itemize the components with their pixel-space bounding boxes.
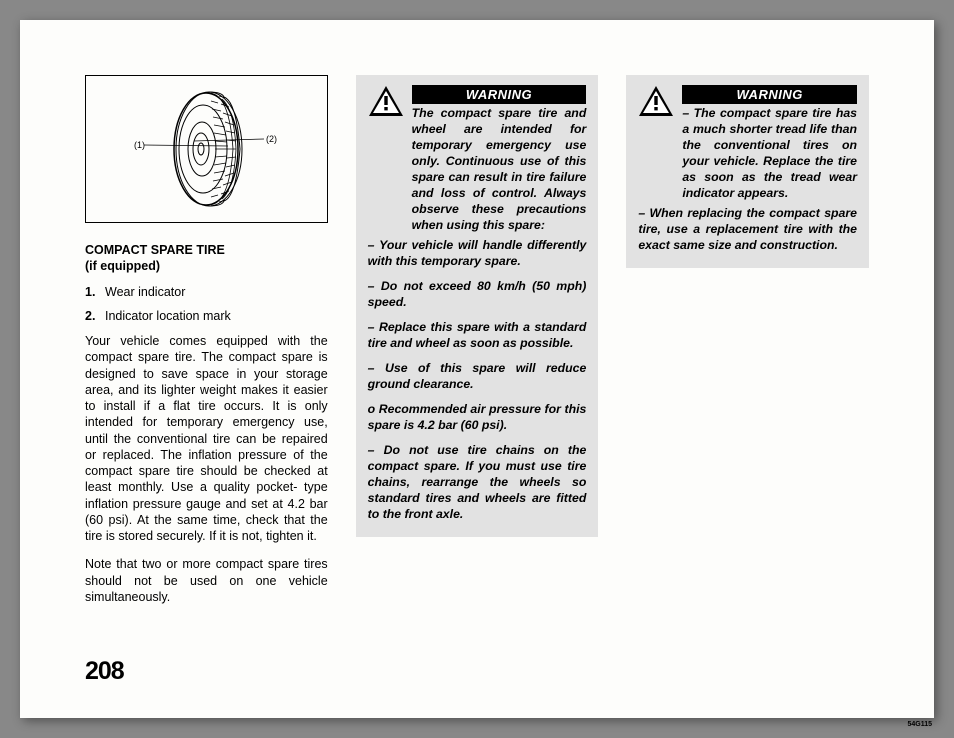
section-heading: COMPACT SPARE TIRE xyxy=(85,243,328,257)
list-number: 2. xyxy=(85,309,105,323)
warning-header: WARNING – The compact spare tire has a m… xyxy=(638,85,857,202)
callout-1: (1) xyxy=(134,140,145,150)
warning-bullet: – Replace this spare with a standard tir… xyxy=(368,320,587,352)
warning-body: – Your vehicle will handle differently w… xyxy=(368,238,587,523)
warning-bullet: – Do not use tire chains on the compact … xyxy=(368,443,587,523)
list-item-1: 1. Wear indicator xyxy=(85,285,328,299)
tire-figure: (1) (2) xyxy=(85,75,328,223)
tire-illustration: (1) (2) xyxy=(101,85,311,213)
warning-box-1: WARNING The compact spare tire and wheel… xyxy=(356,75,599,537)
warning-triangle-icon xyxy=(368,85,404,117)
page-number: 208 xyxy=(85,657,124,686)
column-3: WARNING – The compact spare tire has a m… xyxy=(626,75,869,645)
warning-bullet: – Your vehicle will handle differently w… xyxy=(368,238,587,270)
warning-triangle-icon xyxy=(638,85,674,117)
warning-para: – The compact spare tire has a much shor… xyxy=(682,106,857,202)
warning-box-2: WARNING – The compact spare tire has a m… xyxy=(626,75,869,268)
figure-code: 54G115 xyxy=(907,721,932,728)
body-paragraph-1: Your vehicle comes equipped with the com… xyxy=(85,333,328,544)
warning-title: WARNING xyxy=(682,85,857,104)
warning-header: WARNING The compact spare tire and wheel… xyxy=(368,85,587,234)
list-text: Wear indicator xyxy=(105,285,185,299)
column-1: (1) (2) 54G115 COMPACT SPARE TIRE (if eq… xyxy=(85,75,328,645)
column-layout: (1) (2) 54G115 COMPACT SPARE TIRE (if eq… xyxy=(85,75,869,645)
section-subheading: (if equipped) xyxy=(85,259,328,273)
warning-bullet: – Do not exceed 80 km/h (50 mph) speed. xyxy=(368,279,587,311)
list-text: Indicator location mark xyxy=(105,309,231,323)
manual-page: (1) (2) 54G115 COMPACT SPARE TIRE (if eq… xyxy=(20,20,934,718)
warning-para: – When replacing the compact spare tire,… xyxy=(638,206,857,254)
warning-intro: The compact spare tire and wheel are int… xyxy=(412,106,587,234)
warning-bullet: – Use of this spare will reduce ground c… xyxy=(368,361,587,393)
list-item-2: 2. Indicator location mark xyxy=(85,309,328,323)
list-number: 1. xyxy=(85,285,105,299)
body-paragraph-2: Note that two or more compact spare tire… xyxy=(85,556,328,605)
warning-body: – When replacing the compact spare tire,… xyxy=(638,206,857,254)
callout-2: (2) xyxy=(266,134,277,144)
warning-title: WARNING xyxy=(412,85,587,104)
warning-bullet: o Recommended air pressure for this spar… xyxy=(368,402,587,434)
column-2: WARNING The compact spare tire and wheel… xyxy=(356,75,599,645)
